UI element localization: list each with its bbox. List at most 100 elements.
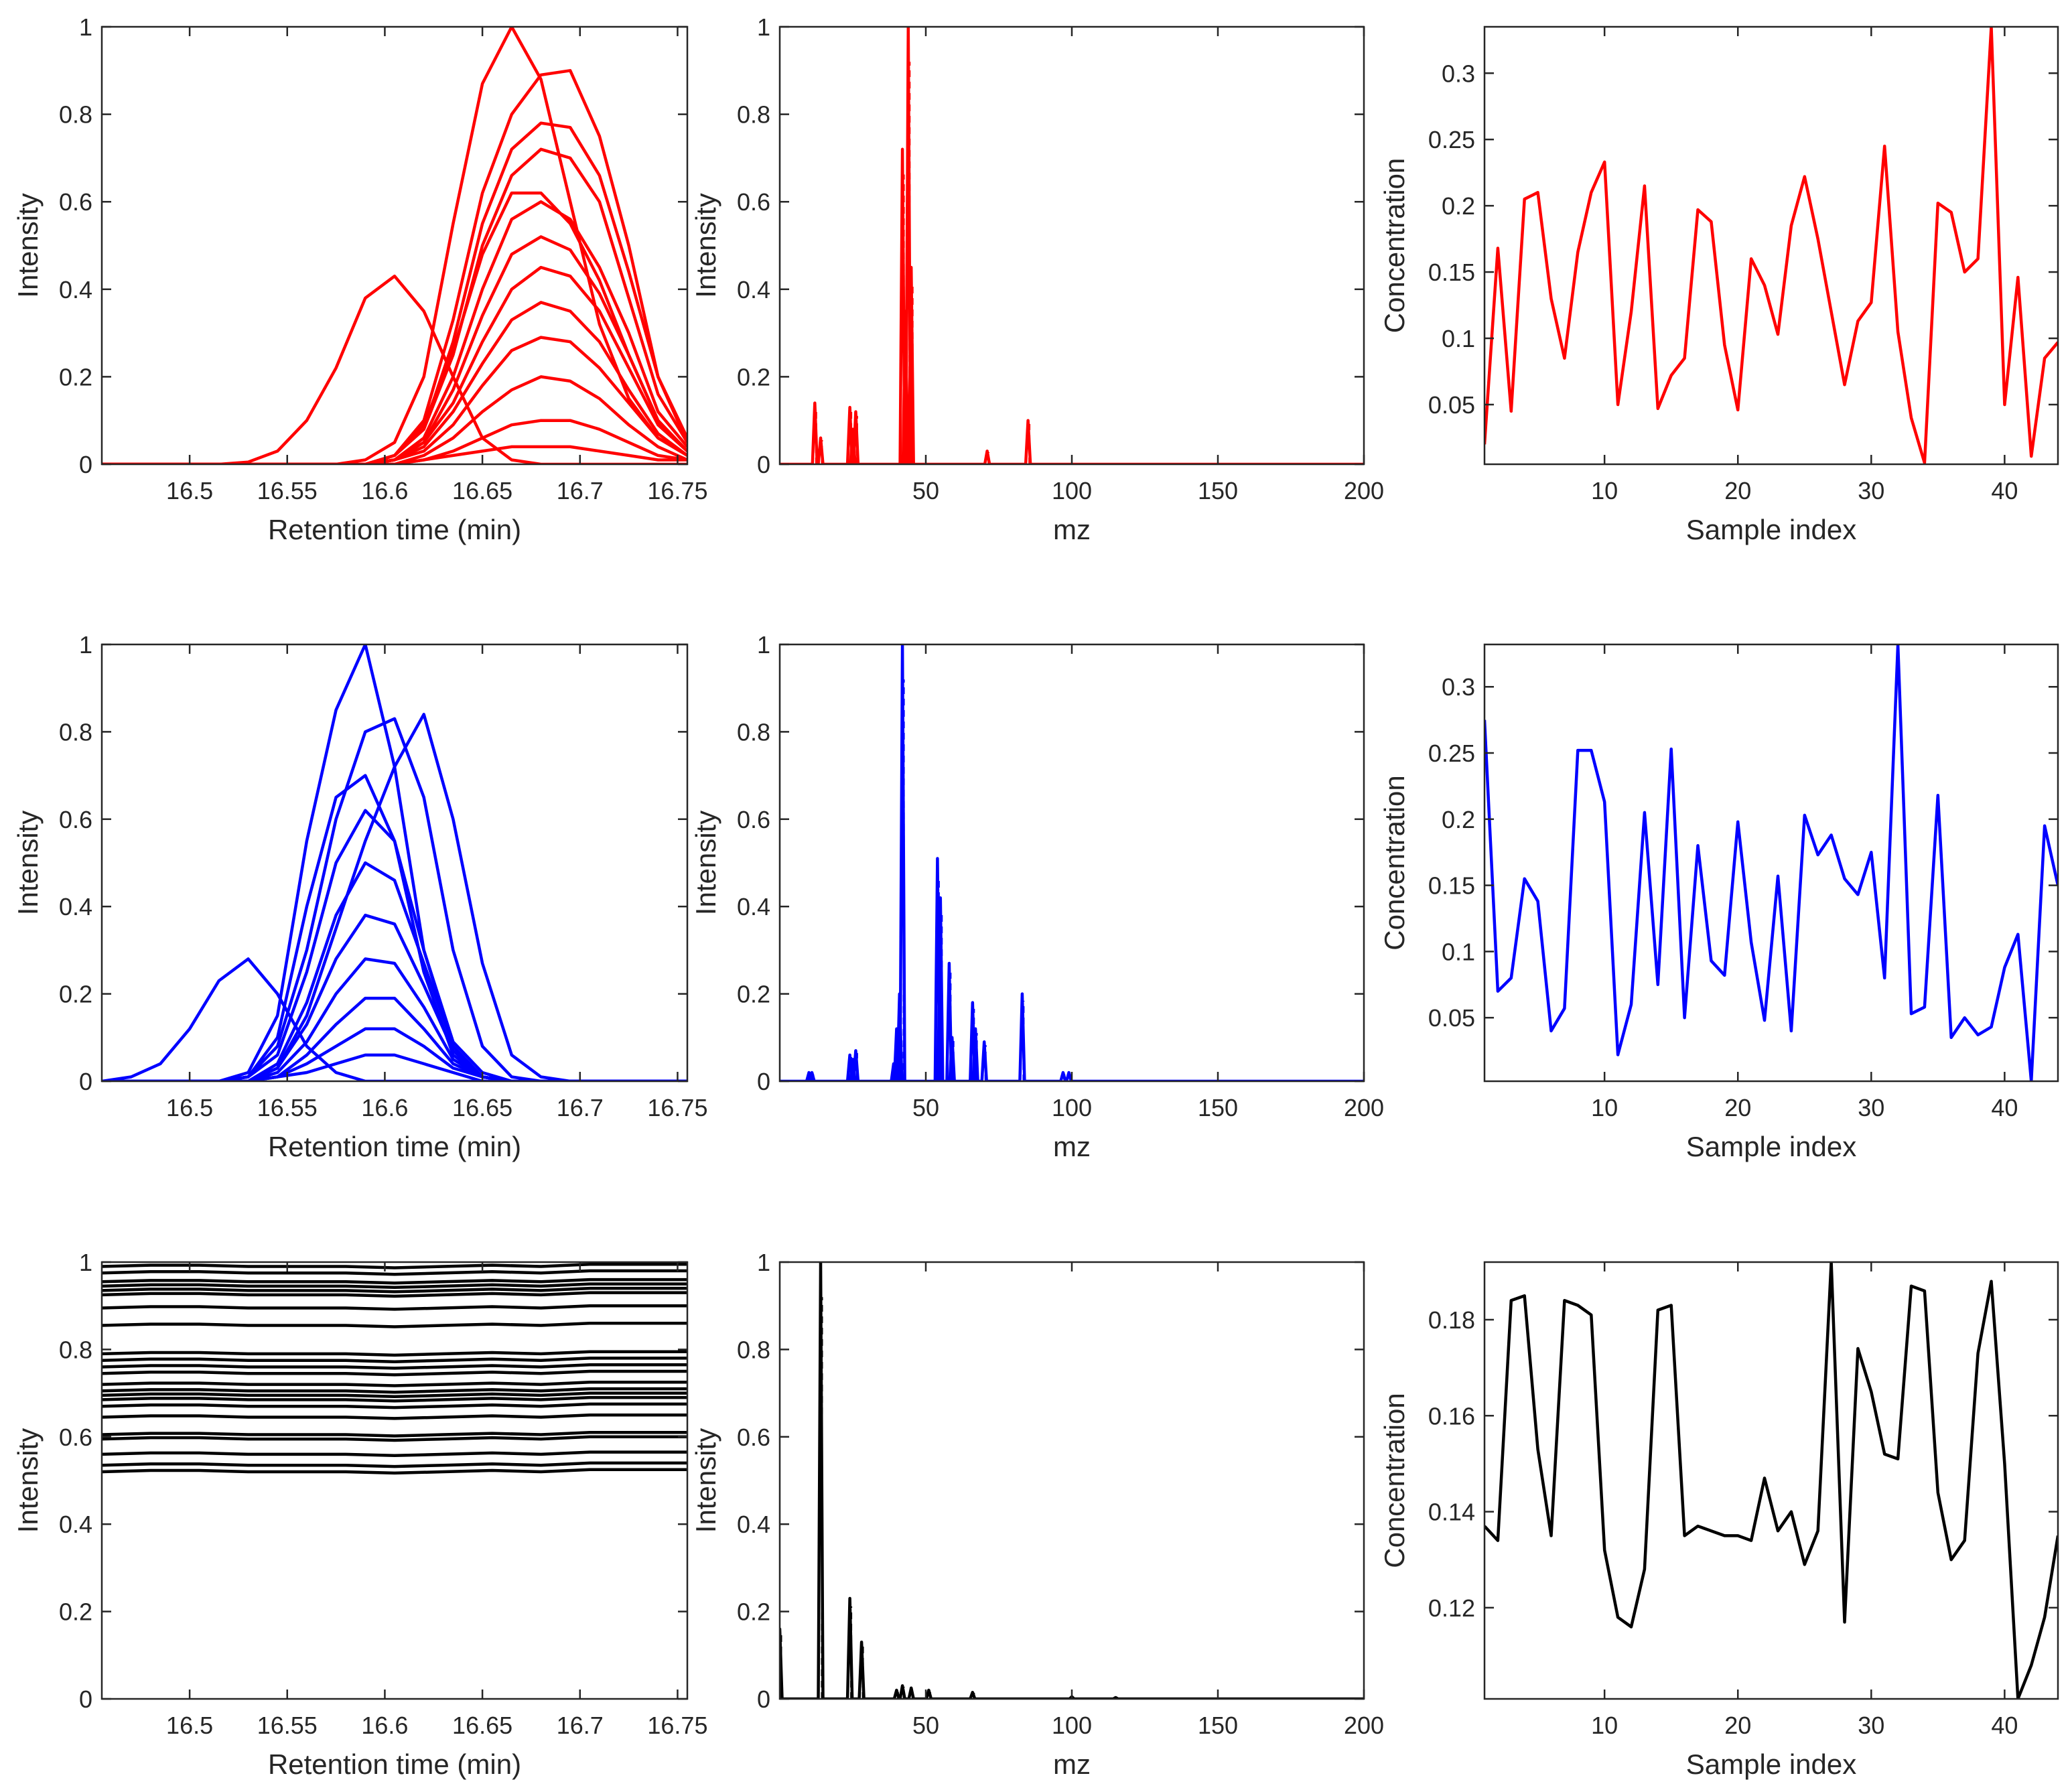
x-tick-label: 16.6	[361, 1094, 408, 1121]
y-tick-label: 0.25	[1428, 126, 1475, 153]
x-tick-label: 40	[1991, 1094, 2018, 1121]
x-tick-label: 100	[1052, 1712, 1092, 1739]
x-axis-label: Sample index	[1686, 1748, 1856, 1780]
x-tick-label: 16.75	[647, 1094, 707, 1121]
y-tick-label: 0.15	[1428, 872, 1475, 900]
x-tick-label: 200	[1344, 477, 1384, 504]
chart-r2-conc: 10 20 30 40 0.05 0.1 0.15 0.2 0.25 0.3 Sample inde…	[1379, 643, 2059, 1162]
spectrum-line	[780, 27, 1364, 464]
series-line-13	[102, 1381, 687, 1387]
x-tick-label: 20	[1724, 1712, 1751, 1739]
series-line-2	[102, 27, 687, 464]
series-line-3	[102, 1278, 687, 1285]
chart-r3-chrom: 16.5 16.55 16.6 16.65 16.7 16.75 0 0.2 0.4 0.6 0.8…	[12, 1249, 707, 1780]
x-tick-label: 50	[912, 477, 939, 504]
series-line-14	[102, 445, 687, 464]
x-tick-label: 16.5	[166, 1712, 213, 1739]
x-axis-label: Retention time (min)	[268, 1131, 521, 1162]
series-line-3	[102, 717, 687, 1081]
x-tick-label: 16.65	[452, 477, 512, 504]
series-line-19	[102, 1431, 687, 1438]
x-tick-label: 16.65	[452, 1094, 512, 1121]
y-tick-label: 0	[757, 1685, 770, 1713]
y-tick-label: 0.2	[1442, 192, 1475, 220]
chart-r3-spectrum: 50 100 150 200 0 0.2 0.4 0.6 0.8 1 mz Intensity	[690, 1249, 1384, 1780]
y-tick-label: 1	[79, 631, 92, 659]
x-tick-label: 10	[1591, 1094, 1618, 1121]
series-line-4	[102, 713, 687, 1081]
x-tick-label: 10	[1591, 477, 1618, 504]
x-axis-label: mz	[1053, 1131, 1091, 1162]
series-line-9	[102, 957, 687, 1081]
series-line-10	[102, 1357, 687, 1363]
x-tick-label: 16.5	[166, 477, 213, 504]
y-tick-label: 0.2	[59, 1598, 92, 1626]
chart-r1-conc: 10 20 30 40 0.05 0.1 0.15 0.2 0.25 0.3 Sample inde…	[1379, 25, 2059, 545]
y-tick-label: 0.14	[1428, 1499, 1475, 1526]
x-tick-label: 16.6	[361, 477, 408, 504]
plot-area	[1485, 27, 2058, 464]
y-tick-label: 0.8	[737, 101, 770, 129]
series-line-1	[102, 957, 687, 1081]
series-line-7	[102, 1304, 687, 1311]
y-tick-label: 0.8	[59, 718, 92, 746]
y-tick-label: 0.6	[737, 1424, 770, 1451]
series-line-20	[102, 1435, 687, 1442]
x-tick-label: 16.6	[361, 1712, 408, 1739]
plot-area	[780, 644, 1364, 1081]
x-tick-label: 40	[1991, 477, 2018, 504]
y-tick-label: 0.4	[59, 893, 92, 920]
x-axis-label: Sample index	[1686, 514, 1856, 545]
series-line-6	[102, 191, 687, 464]
x-tick-label: 20	[1724, 1094, 1751, 1121]
series-line-8	[102, 1322, 687, 1328]
series-line-13	[102, 419, 687, 464]
y-axis-label: Concentration	[1379, 1393, 1410, 1568]
y-axis-label: Intensity	[690, 811, 721, 915]
concentration-line	[1485, 27, 2058, 464]
y-axis-label: Concentration	[1379, 775, 1410, 951]
x-tick-label: 16.55	[257, 1712, 318, 1739]
y-tick-label: 0.05	[1428, 391, 1475, 419]
x-tick-label: 16.7	[557, 1712, 604, 1739]
series-line-6	[102, 809, 687, 1081]
x-axis-label: mz	[1053, 1748, 1091, 1780]
plot-area	[102, 644, 687, 1081]
y-tick-label: 0.8	[59, 1336, 92, 1363]
x-tick-label: 10	[1591, 1712, 1618, 1739]
chart-r2-chrom: 16.5 16.55 16.6 16.65 16.7 16.75 0 0.2 0.4 0.6 0.8…	[12, 631, 707, 1162]
y-tick-label: 1	[757, 1249, 770, 1276]
plot-area	[102, 1263, 687, 1475]
series-line-9	[102, 1350, 687, 1357]
series-line-4	[102, 1282, 687, 1290]
spectrum-line-dashed	[809, 679, 1072, 1081]
y-tick-label: 0.25	[1428, 740, 1475, 767]
series-line-10	[102, 996, 687, 1081]
y-tick-label: 0.8	[737, 1336, 770, 1363]
concentration-line	[1485, 1262, 2058, 1699]
x-tick-label: 16.55	[257, 477, 318, 504]
y-tick-label: 1	[79, 13, 92, 41]
x-tick-label: 150	[1198, 1094, 1238, 1121]
x-tick-label: 100	[1052, 477, 1092, 504]
plot-area	[102, 27, 687, 464]
x-tick-label: 150	[1198, 1712, 1238, 1739]
x-tick-label: 16.7	[557, 1094, 604, 1121]
x-axis-label: Retention time (min)	[268, 514, 521, 545]
y-tick-label: 1	[757, 631, 770, 659]
series-line-18	[102, 1413, 687, 1420]
y-tick-label: 0.6	[59, 806, 92, 833]
y-tick-label: 0.18	[1428, 1306, 1475, 1334]
y-tick-label: 0.12	[1428, 1594, 1475, 1622]
y-tick-label: 0	[757, 451, 770, 478]
y-axis-label: Intensity	[12, 811, 44, 915]
x-tick-label: 200	[1344, 1712, 1384, 1739]
x-tick-label: 40	[1991, 1712, 2018, 1739]
series-line-1	[102, 1263, 687, 1269]
x-axis-label: Retention time (min)	[268, 1748, 521, 1780]
axes-frame	[100, 25, 689, 466]
y-tick-label: 0.2	[1442, 806, 1475, 833]
y-tick-label: 0.2	[737, 363, 770, 391]
